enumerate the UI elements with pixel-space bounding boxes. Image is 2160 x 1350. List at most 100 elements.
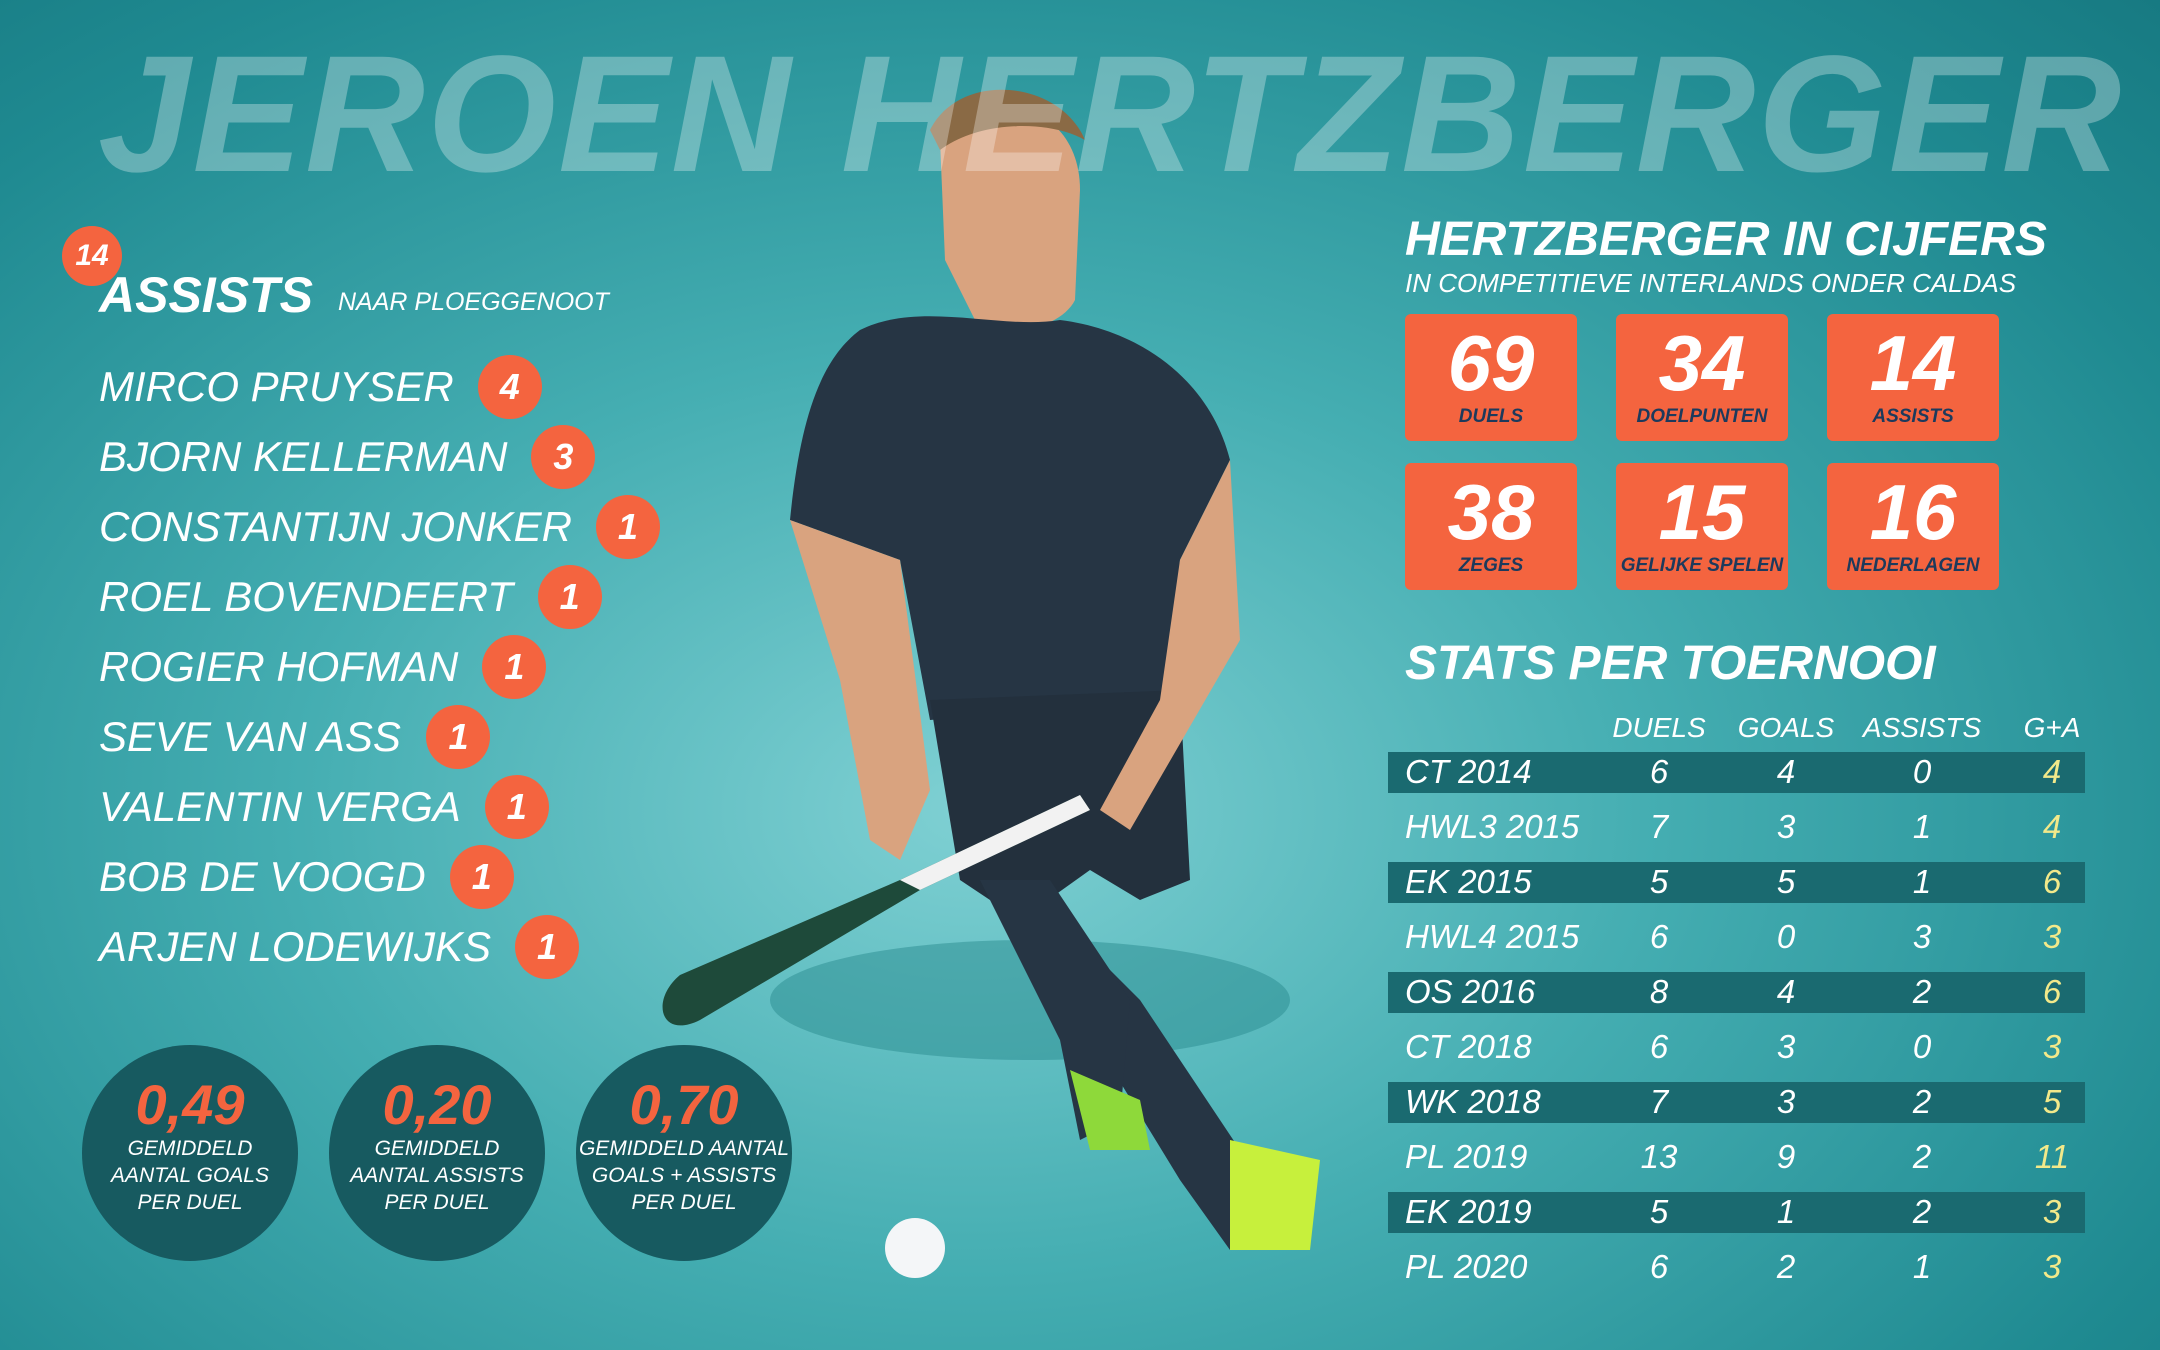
table-cell: 2 <box>1912 1083 1932 1120</box>
table-cell: 5 <box>2042 1083 2062 1120</box>
player-assists: 1 <box>595 495 660 559</box>
player-assists: 1 <box>484 775 549 839</box>
table-cell: 3 <box>2042 1193 2062 1230</box>
row-band <box>1388 1082 2085 1123</box>
average-desc: GEMIDDELD AANTAL <box>578 1137 790 1160</box>
table-cell: 1 <box>1912 863 1932 900</box>
table-header: G+A <box>2023 712 2081 743</box>
stat-tile: 69 DUELS <box>1405 314 1577 441</box>
average-desc: AANTAL GOALS <box>111 1164 269 1187</box>
player-name: VALENTIN VERGA <box>99 783 461 830</box>
row-band <box>1388 1192 2085 1233</box>
player-assists: 1 <box>515 915 580 979</box>
row-label: HWL4 2015 <box>1405 918 1580 955</box>
row-label: HWL3 2015 <box>1405 808 1580 845</box>
table-cell: 1 <box>1912 808 1932 845</box>
average-desc: GEMIDDELD <box>127 1137 253 1160</box>
average-desc: GEMIDDELD <box>374 1137 500 1160</box>
table-cell: 3 <box>2042 1028 2062 1065</box>
average-desc: PER DUEL <box>384 1191 490 1214</box>
table-cell: 2 <box>1912 1138 1932 1175</box>
table-cell: 0 <box>1912 1028 1932 1065</box>
table-cell: 6 <box>1649 753 1669 790</box>
table-cell: 8 <box>1649 973 1669 1010</box>
stat-tile: 15 GELIJKE SPELEN <box>1616 463 1788 590</box>
table-cell: 2 <box>1912 973 1932 1010</box>
table-cell: 4 <box>1776 753 1796 790</box>
tile-label: ASSISTS <box>1872 406 1954 427</box>
stat-tile: 34 DOELPUNTEN <box>1616 314 1788 441</box>
table-cell: 11 <box>2034 1138 2070 1175</box>
table-cell: 2 <box>1912 1193 1932 1230</box>
row-band <box>1388 972 2085 1013</box>
average-value: 0,70 <box>629 1073 739 1136</box>
tile-value: 16 <box>1869 468 1957 556</box>
row-label: WK 2018 <box>1405 1083 1541 1120</box>
average-circle: 0,49 GEMIDDELD AANTAL GOALS PER DUEL <box>82 1045 298 1261</box>
table-cell: 6 <box>1649 918 1669 955</box>
table-cell: 2 <box>1776 1248 1796 1285</box>
table-cell: 4 <box>2042 808 2062 845</box>
player-assists: 3 <box>531 425 596 489</box>
player-assists: 1 <box>482 635 547 699</box>
row-label: PL 2020 <box>1405 1248 1528 1285</box>
average-desc: PER DUEL <box>631 1191 737 1214</box>
player-name: ARJEN LODEWIJKS <box>99 923 492 970</box>
table-cell: 6 <box>2042 863 2062 900</box>
table-cell: 7 <box>1649 1083 1669 1120</box>
table-cell: 7 <box>1649 808 1669 845</box>
table-header: GOALS <box>1737 712 1835 743</box>
table-cell: 9 <box>1776 1138 1796 1175</box>
assists-total: 14 <box>62 226 122 286</box>
row-band <box>1388 752 2085 793</box>
player-name: ROGIER HOFMAN <box>99 643 459 690</box>
row-band <box>1388 862 2085 903</box>
table-cell: 6 <box>2042 973 2062 1010</box>
table-cell: 3 <box>2042 1248 2062 1285</box>
row-label: OS 2016 <box>1405 973 1536 1010</box>
average-value: 0,49 <box>135 1073 245 1136</box>
stat-tile: 16 NEDERLAGEN <box>1827 463 1999 590</box>
tile-value: 38 <box>1447 468 1535 556</box>
tile-label: DOELPUNTEN <box>1636 406 1768 427</box>
stat-tile: 38 ZEGES <box>1405 463 1577 590</box>
player-assists: 1 <box>449 845 514 909</box>
stat-tile: 14 ASSISTS <box>1827 314 1999 441</box>
table-title: STATS PER TOERNOOI <box>1405 637 1936 690</box>
row-label: CT 2018 <box>1405 1028 1532 1065</box>
page-title: JEROEN HERTZBERGER <box>98 22 2124 207</box>
average-desc: AANTAL ASSISTS <box>350 1164 524 1187</box>
table-cell: 3 <box>1776 1028 1796 1065</box>
table-cell: 6 <box>1649 1248 1669 1285</box>
cijfers-title: HERTZBERGER IN CIJFERS <box>1405 213 2047 266</box>
tile-label: ZEGES <box>1458 555 1524 576</box>
table-cell: 13 <box>1640 1138 1678 1175</box>
player-name: BOB DE VOOGD <box>99 853 426 900</box>
table-cell: 5 <box>1649 1193 1669 1230</box>
table-header: ASSISTS <box>1862 712 1982 743</box>
average-circle: 0,20 GEMIDDELD AANTAL ASSISTS PER DUEL <box>329 1045 545 1261</box>
player-name: BJORN KELLERMAN <box>99 433 508 480</box>
cijfers-subtitle: IN COMPETITIEVE INTERLANDS ONDER CALDAS <box>1405 268 2017 298</box>
table-cell: 1 <box>1776 1193 1796 1230</box>
table-cell: 6 <box>1649 1028 1669 1065</box>
player-name: ROEL BOVENDEERT <box>99 573 513 620</box>
player-name: MIRCO PRUYSER <box>99 363 454 410</box>
player-assists: 1 <box>426 705 491 769</box>
row-label: CT 2014 <box>1405 753 1532 790</box>
tile-label: NEDERLAGEN <box>1846 555 1980 576</box>
tile-value: 14 <box>1869 319 1957 407</box>
table-cell: 4 <box>2042 753 2062 790</box>
table-cell: 5 <box>1649 863 1669 900</box>
average-desc: GOALS + ASSISTS <box>591 1164 777 1187</box>
table-cell: 5 <box>1776 863 1796 900</box>
table-cell: 1 <box>1912 1248 1932 1285</box>
player-name: SEVE VAN ASS <box>99 713 401 760</box>
player-assists: 1 <box>537 565 602 629</box>
average-circle: 0,70 GEMIDDELD AANTAL GOALS + ASSISTS PER D… <box>576 1045 792 1261</box>
table-cell: 3 <box>2042 918 2062 955</box>
player-assists: 4 <box>477 355 542 419</box>
table-cell: 3 <box>1776 808 1796 845</box>
